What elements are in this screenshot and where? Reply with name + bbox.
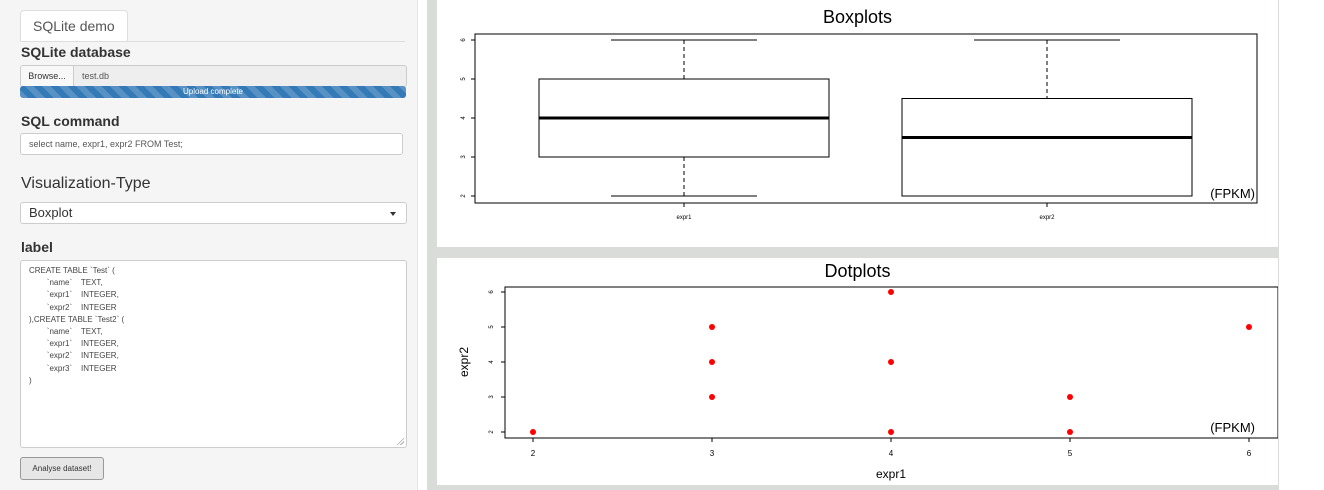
label-textarea[interactable]: CREATE TABLE `Test` ( `name` TEXT, `expr… xyxy=(20,260,407,448)
dotplot-point xyxy=(709,359,715,365)
visualization-type-label: Visualization-Type xyxy=(21,175,151,192)
selected-value: Boxplot xyxy=(29,205,73,220)
dotplot-point xyxy=(888,289,894,295)
boxplot-unit-note: (FPKM) xyxy=(1210,186,1255,201)
file-input[interactable]: Browse... test.db xyxy=(20,65,407,87)
boxplot-y-tick-label: 5 xyxy=(461,77,467,81)
boxplot-y-tick-label: 4 xyxy=(461,116,467,120)
dotplot-y-tick-label: 4 xyxy=(489,360,495,364)
sql-command-input[interactable]: select name, expr1, expr2 FROM Test; xyxy=(20,133,403,155)
dotplot-svg: (FPKM) expr1 expr2 2 3 4 5 6 2 3 4 5 6 xyxy=(457,286,1278,481)
analyse-dataset-button[interactable]: Analyse dataset! xyxy=(20,457,104,480)
chevron-down-icon xyxy=(390,212,396,216)
browse-button[interactable]: Browse... xyxy=(21,66,74,86)
dotplot-point xyxy=(530,429,536,435)
dotplot-y-tick-label: 6 xyxy=(489,290,495,294)
dotplot-x-tick-label: 4 xyxy=(889,449,894,458)
file-name: test.db xyxy=(82,71,110,81)
label-textarea-content: CREATE TABLE `Test` ( `name` TEXT, `expr… xyxy=(29,266,125,385)
visualization-type-select[interactable]: Boxplot xyxy=(20,202,407,224)
dotplot-point xyxy=(1067,429,1073,435)
dotplot-y-tick-label: 3 xyxy=(489,395,495,399)
sqlite-database-label: SQLite database xyxy=(21,44,131,60)
dotplot-y-axis-label: expr2 xyxy=(457,347,471,377)
dotplot-y-tick-label: 2 xyxy=(489,430,495,434)
boxplot-title: Boxplots xyxy=(822,7,893,27)
boxplot-x-tick-label: expr1 xyxy=(676,215,692,221)
boxplot-x-tick-label: expr2 xyxy=(1039,215,1055,221)
resize-handle-icon[interactable] xyxy=(396,437,404,445)
dotplot-unit-note: (FPKM) xyxy=(1210,420,1255,435)
dotplot-x-tick-label: 2 xyxy=(531,449,536,458)
tab-divider xyxy=(20,41,405,42)
boxplot-chart: Boxplots (FPKM) 2 3 4 5 6 expr1 expr2 xyxy=(437,0,1278,247)
dotplot-point xyxy=(888,429,894,435)
boxplot-box xyxy=(901,98,1193,197)
dotplot-title: Dotplots xyxy=(824,261,891,281)
tab-sqlite-demo[interactable]: SQLite demo xyxy=(20,10,128,42)
dotplot-point xyxy=(1246,324,1252,330)
dotplot-x-tick-label: 3 xyxy=(710,449,715,458)
dotplot-point xyxy=(709,394,715,400)
dotplot-y-tick-label: 5 xyxy=(489,325,495,329)
dotplot-x-tick-label: 6 xyxy=(1247,449,1252,458)
dotplot-point xyxy=(1067,394,1073,400)
dotplot-panel xyxy=(437,258,1278,485)
sidebar-panel: SQLite demo SQLite database Browse... te… xyxy=(0,0,418,490)
dotplot-x-tick-label: 5 xyxy=(1068,449,1073,458)
label-title: label xyxy=(21,239,53,255)
sql-command-label: SQL command xyxy=(21,113,120,129)
dotplot-point xyxy=(888,359,894,365)
boxplot-y-tick-label: 6 xyxy=(461,38,467,42)
boxplot-y-tick-label: 2 xyxy=(461,194,467,198)
dotplot-point xyxy=(709,324,715,330)
boxplot-svg: (FPKM) 2 3 4 5 6 expr1 expr2 xyxy=(461,33,1258,221)
boxplot-y-tick-label: 3 xyxy=(461,155,467,159)
upload-progress-bar: Upload complete xyxy=(20,86,406,98)
dotplot-x-axis-label: expr1 xyxy=(876,467,906,481)
dotplot-chart: Dotplots (FPKM) expr1 expr2 2 3 4 5 6 2 3 4 5 6 xyxy=(437,258,1278,485)
